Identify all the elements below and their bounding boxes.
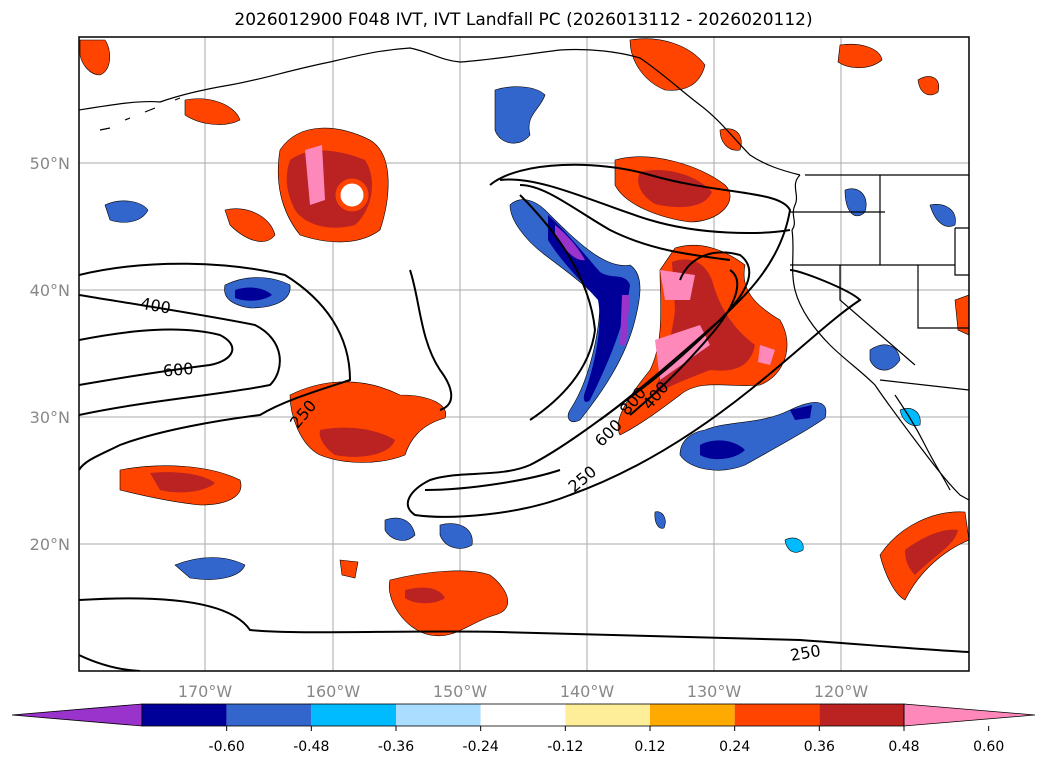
pc-region-alaska-south	[494, 86, 546, 144]
colorbar-tick-label: 0.60	[973, 739, 1004, 755]
pc-region-east-subtropic-core	[700, 405, 812, 460]
negative-pc-fills	[104, 86, 956, 580]
pc-region-small-5	[339, 559, 359, 579]
pc-region-south-central	[388, 570, 509, 637]
pc-region-small-blue-3	[899, 408, 921, 426]
pc-region-south-central-core	[405, 587, 445, 604]
pc-region-southeast-core	[905, 529, 958, 575]
pc-region-north-pacific-peak	[305, 145, 325, 205]
ivt-contour-misc	[409, 269, 453, 411]
colorbar: -0.60 -0.48 -0.36 -0.24 -0.12 0.12 0.24 0.36 0.4…	[11, 703, 1036, 755]
pc-region-small-3	[917, 76, 940, 96]
colorbar-frame	[141, 703, 905, 727]
lon-tick-labels: 170°W 160°W 150°W 140°W 130°W 120°W	[178, 682, 869, 701]
colorbar-cell	[650, 704, 735, 726]
coastlines	[79, 47, 969, 501]
aleutian-islands	[99, 97, 181, 131]
lon-tick-160w: 160°W	[306, 682, 361, 701]
pc-region-small-blue-2	[654, 511, 666, 529]
pc-region-small-blue-1	[784, 537, 804, 553]
colorbar-extend-high	[903, 703, 1036, 727]
colorbar-tick-labels: -0.60 -0.48 -0.36 -0.24 -0.12 0.12 0.24 0.36 0.4…	[209, 726, 1004, 755]
pc-region-ar-axis	[509, 199, 641, 422]
us-west-coast	[791, 229, 969, 501]
colorbar-tick-label: 0.24	[719, 739, 750, 755]
pc-region-central-20n	[439, 523, 473, 549]
ivt-contour-600-main	[519, 184, 751, 421]
pc-region-nw-corner	[79, 39, 110, 76]
colorbar-cell	[311, 704, 396, 726]
ivt-contour-250-south	[79, 597, 969, 653]
colorbar-tick-label: 0.12	[634, 739, 665, 755]
colorbar-cell	[226, 704, 312, 726]
baja-coast	[894, 394, 951, 491]
plot-frame	[78, 36, 970, 672]
lat-tick-50n: 50°N	[30, 154, 70, 173]
pc-region-ar-axis-core	[548, 215, 630, 403]
lat-tick-30n: 30°N	[30, 408, 70, 427]
chart-title: 2026012900 F048 IVT, IVT Landfall PC (20…	[234, 10, 813, 30]
state-border-az	[954, 227, 969, 276]
colorbar-tick-label: -0.36	[378, 739, 414, 755]
colorbar-tick-label: 0.48	[888, 739, 919, 755]
colorbar-tick-label: -0.24	[463, 739, 499, 755]
pc-region-central-pacific-core	[319, 427, 395, 457]
state-border-nv-ut	[917, 265, 969, 329]
ivt-contour-800	[629, 269, 739, 416]
lat-tick-20n: 20°N	[30, 535, 70, 554]
state-border-ca-nv	[839, 265, 916, 366]
lat-tick-40n: 40°N	[30, 281, 70, 300]
pc-region-gulf-alaska	[629, 38, 706, 91]
colorbar-tick-label: -0.60	[209, 739, 245, 755]
colorbar-cells	[11, 703, 1036, 727]
pc-region-small-2	[224, 208, 276, 242]
pc-region-small-6	[719, 128, 742, 151]
pc-region-small-1	[184, 98, 241, 125]
lon-tick-170w: 170°W	[178, 682, 233, 701]
pc-region-west-coast-b	[929, 204, 956, 227]
colorbar-cell	[142, 704, 227, 726]
pc-region-ar-axis-peak	[555, 225, 630, 345]
bc-coast	[791, 174, 801, 231]
pc-region-west-subtropic-core	[150, 472, 215, 493]
ivt-contour-250-outer	[424, 469, 561, 491]
pc-region-west-40n-core	[235, 287, 272, 301]
colorbar-cell	[565, 704, 650, 726]
pc-region-west-18n	[174, 557, 246, 580]
map-plot-area: 400 600 250 600 800 400 250 250	[79, 37, 969, 671]
pc-region-central-20n-b	[384, 517, 416, 541]
lon-tick-150w: 150°W	[433, 682, 488, 701]
colorbar-tick-label: -0.48	[293, 739, 329, 755]
pc-region-north-pacific-hole	[335, 178, 369, 212]
pc-region-bc-coast-core	[638, 170, 712, 208]
colorbar-tick-label: -0.12	[547, 739, 583, 755]
lon-tick-120w: 120°W	[814, 682, 869, 701]
lon-tick-130w: 130°W	[687, 682, 742, 701]
ivt-contours	[79, 163, 969, 671]
colorbar-extend-low	[11, 703, 143, 727]
lon-tick-140w: 140°W	[560, 682, 615, 701]
pc-region-small-4	[954, 294, 969, 336]
mexico-border	[879, 379, 969, 391]
alaska-coast	[79, 47, 801, 176]
ivt-contour-400-main	[499, 178, 791, 421]
pc-region-ne-corner	[837, 43, 883, 69]
ivt-contour-400-west	[79, 294, 281, 416]
pc-region-west-45n	[104, 200, 149, 223]
ivt-contour-600-west	[79, 328, 234, 386]
ivt-contour-250-main	[406, 163, 862, 518]
contour-label-600-west: 600	[162, 359, 194, 381]
colorbar-cell	[480, 704, 566, 726]
colorbar-cell	[819, 704, 904, 726]
ivt-contour-250-west	[79, 262, 352, 471]
lat-tick-labels: 50°N 40°N 30°N 20°N	[30, 154, 70, 554]
colorbar-cell	[396, 704, 481, 726]
colorbar-tick-label: 0.36	[804, 739, 835, 755]
colorbar-cell	[734, 704, 820, 726]
pc-region-west-coast-c	[869, 344, 901, 371]
